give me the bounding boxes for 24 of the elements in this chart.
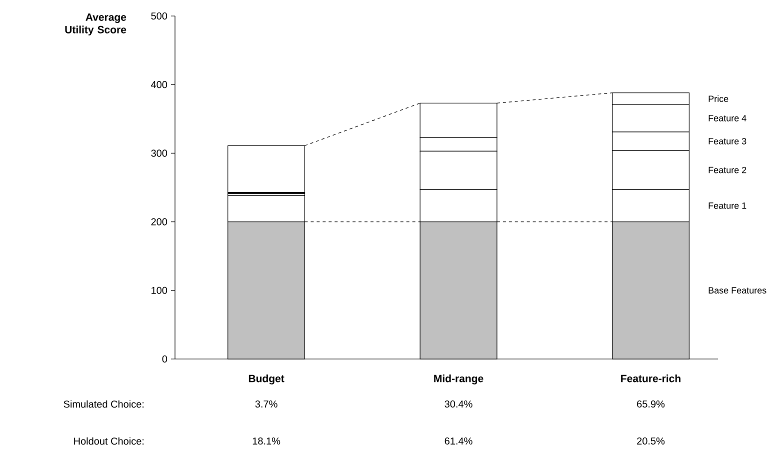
y-axis-title: Average Utility Score xyxy=(65,14,126,36)
text: Feature 4 xyxy=(708,115,746,122)
text: 20.5% xyxy=(637,437,665,445)
y-tick-label: 200 xyxy=(151,218,168,226)
text: 3.7% xyxy=(255,400,278,408)
text: 65.9% xyxy=(637,400,665,408)
text: Holdout Choice: xyxy=(74,437,144,445)
text: Price xyxy=(708,95,728,102)
y-tick-label: 400 xyxy=(151,81,168,88)
x-tick-label: Feature-rich xyxy=(621,374,680,382)
text: 30.4% xyxy=(444,400,472,408)
x-tick-label: Mid-range xyxy=(434,374,484,384)
text: Feature 1 xyxy=(708,202,746,209)
y-tick-label: 500 xyxy=(151,12,168,20)
text: Feature 3 xyxy=(708,138,746,144)
x-tick-label: Budget xyxy=(248,374,284,384)
y-tick-label: 100 xyxy=(152,286,168,294)
text: 61.4% xyxy=(444,437,472,445)
text: Simulated Choice: xyxy=(64,400,144,408)
y-tick-label: 300 xyxy=(151,150,168,157)
text: 18.1% xyxy=(252,437,280,445)
y-tick-label: 0 xyxy=(162,355,168,363)
text: Feature 2 xyxy=(708,166,746,174)
text: Base Features xyxy=(708,287,766,294)
